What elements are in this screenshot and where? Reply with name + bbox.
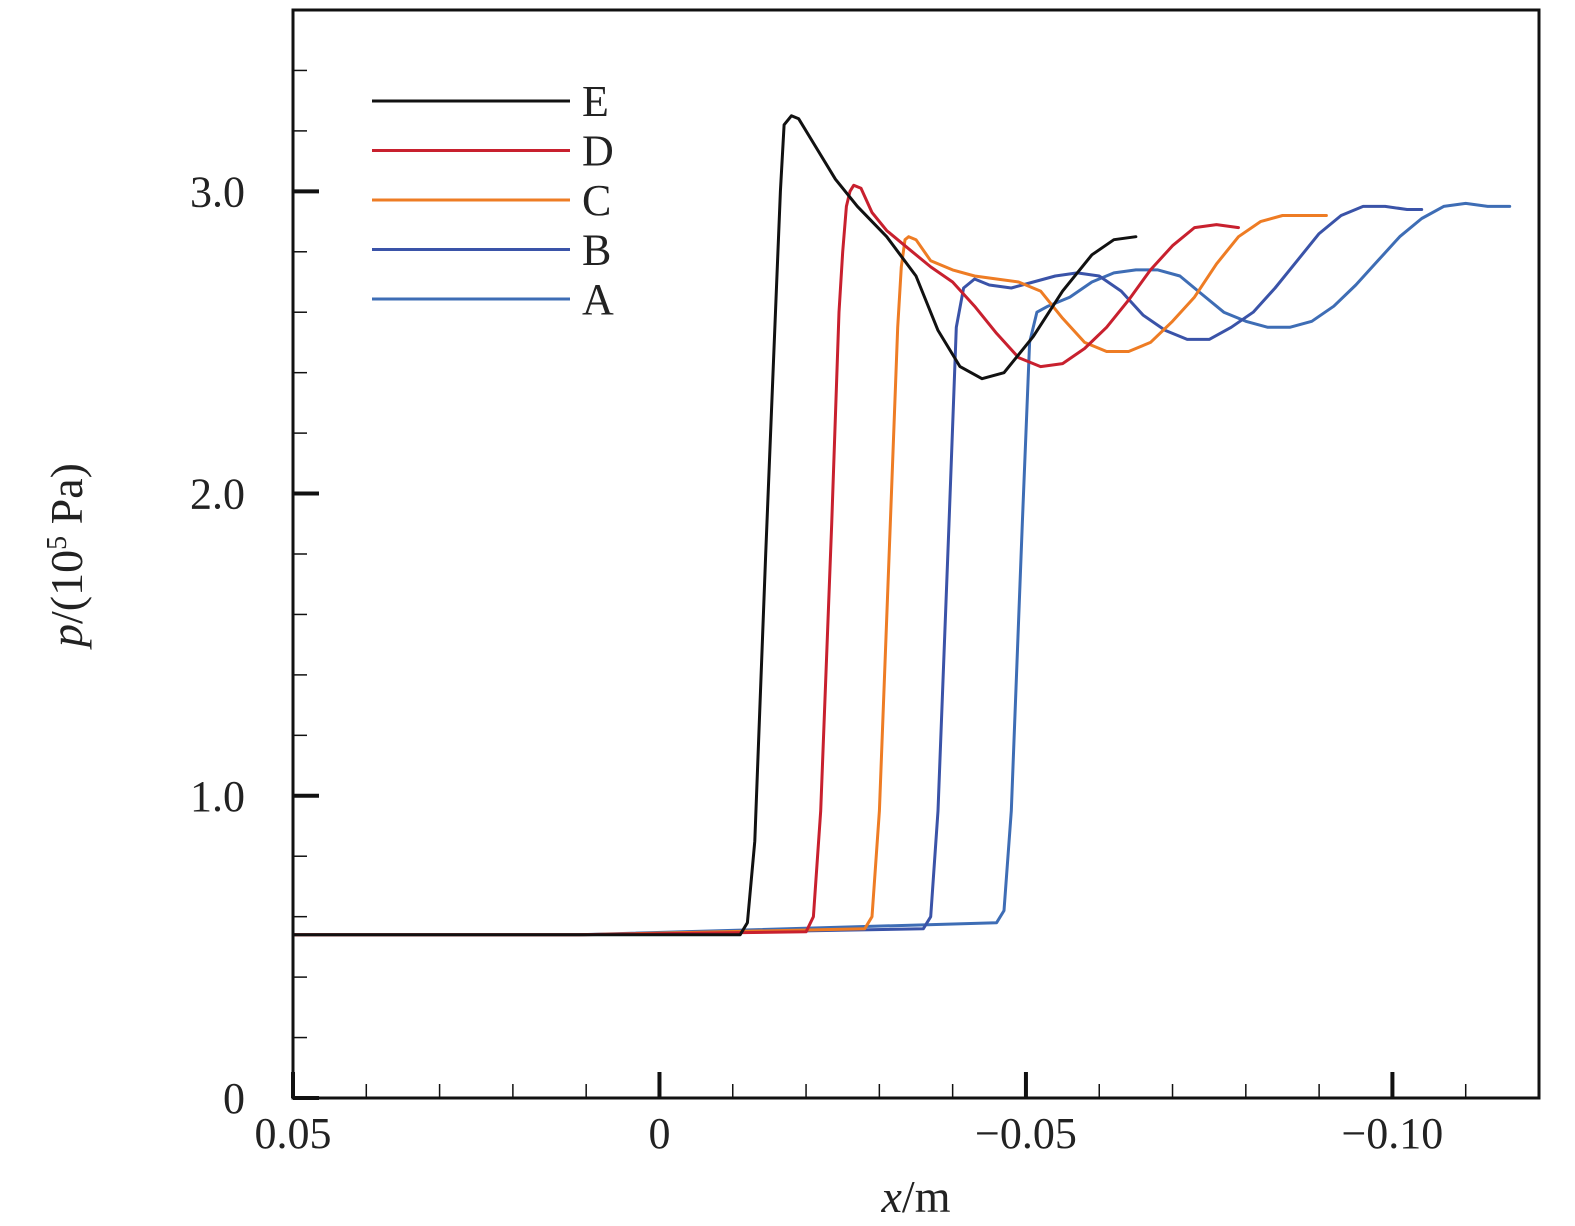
series-line-E (291, 114, 1138, 937)
legend-label-B: B (582, 226, 611, 275)
y-tick-label: 3.0 (190, 167, 245, 216)
y-tick-label: 1.0 (190, 772, 245, 821)
x-axis-title: x/m (881, 1171, 951, 1222)
legend-label-A: A (582, 275, 614, 324)
series-line-B (291, 204, 1424, 937)
series-line-D (291, 183, 1240, 937)
legend-label-E: E (582, 77, 609, 126)
x-tick-label: −0.10 (1341, 1109, 1443, 1158)
y-axis-title: p/(105 Pa) (41, 463, 92, 650)
x-tick-label: −0.05 (975, 1109, 1077, 1158)
y-tick-label: 2.0 (190, 470, 245, 519)
legend-label-D: D (582, 127, 614, 176)
legend-label-C: C (582, 176, 611, 225)
x-tick-label: 0.05 (255, 1109, 332, 1158)
plot-frame (291, 8, 1541, 1100)
series-line-C (291, 214, 1328, 937)
plot-series (291, 114, 1512, 937)
x-tick-label: 0 (648, 1109, 670, 1158)
series-line-A (291, 201, 1512, 937)
y-tick-label: 0 (223, 1074, 245, 1123)
